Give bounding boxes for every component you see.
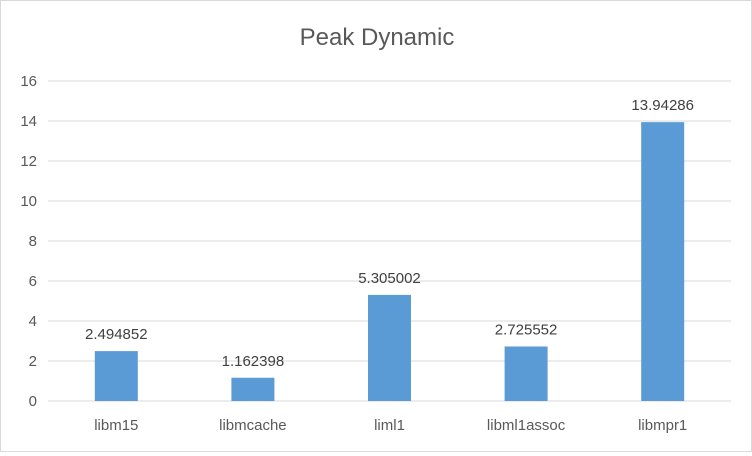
bar — [94, 351, 138, 401]
y-tick-label: 0 — [29, 393, 37, 410]
y-tick-label: 4 — [29, 313, 37, 330]
bar — [641, 122, 685, 402]
y-axis-ticks: 0 2 4 6 8 10 12 14 16 — [20, 73, 37, 410]
x-tick-label: libmpr1 — [638, 417, 687, 434]
y-tick-label: 8 — [29, 233, 37, 250]
y-tick-label: 12 — [20, 153, 37, 170]
x-tick-label: liml1 — [374, 417, 405, 434]
data-label: 2.725552 — [495, 321, 558, 338]
y-tick-label: 14 — [20, 113, 37, 130]
y-tick-label: 6 — [29, 273, 37, 290]
y-tick-label: 16 — [20, 73, 37, 90]
data-label: 1.162398 — [222, 353, 285, 370]
data-label: 5.305002 — [358, 270, 421, 287]
chart-title: Peak Dynamic — [300, 24, 455, 51]
x-tick-label: libmcache — [219, 417, 287, 434]
x-tick-label: libm15 — [94, 417, 138, 434]
x-tick-label: libml1assoc — [487, 417, 566, 434]
data-label: 2.494852 — [85, 326, 148, 343]
x-axis-ticks: libm15 libmcache liml1 libml1assoc libmpr1 — [94, 417, 687, 434]
gridlines — [48, 80, 731, 402]
data-label: 13.94286 — [631, 97, 694, 114]
y-tick-label: 10 — [20, 193, 37, 210]
bars — [94, 122, 685, 402]
y-tick-label: 2 — [29, 353, 37, 370]
bar — [368, 294, 411, 401]
bar — [231, 377, 275, 401]
bar — [504, 346, 548, 401]
data-labels: 2.494852 1.162398 5.305002 2.725552 13.94286 — [85, 97, 694, 370]
